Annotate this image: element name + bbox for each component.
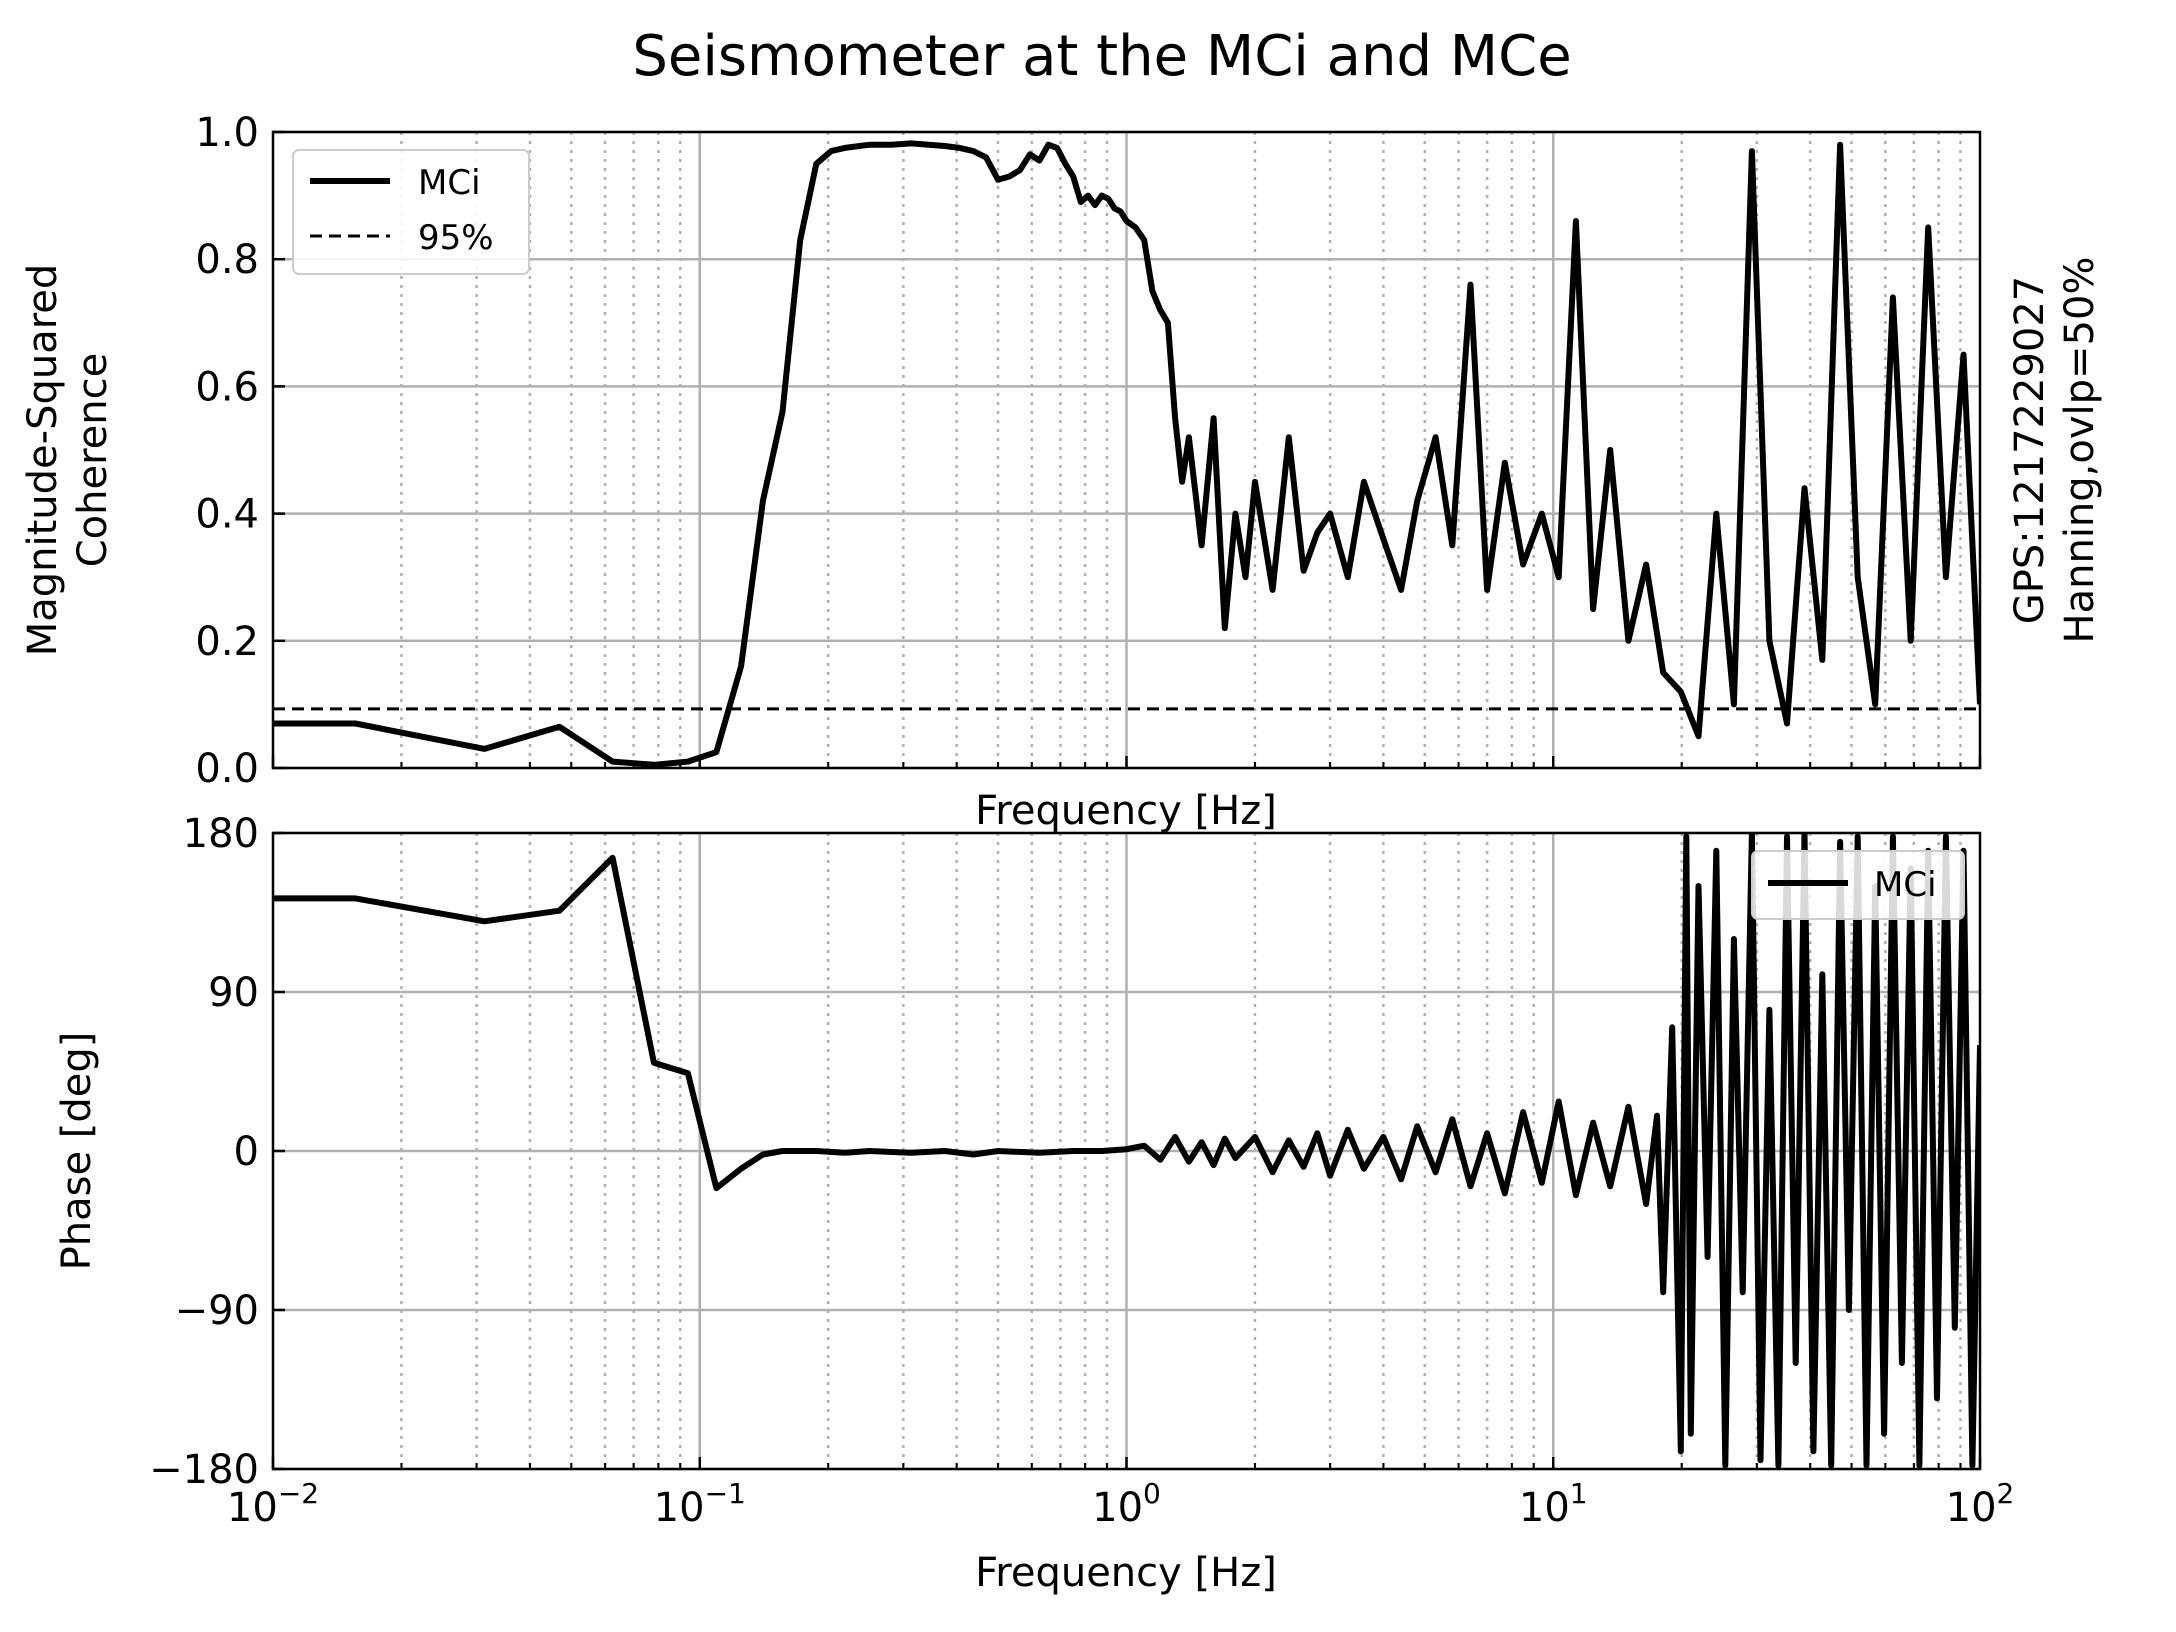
coherence-ytick-label: 0.8	[195, 237, 259, 283]
phase-xtick-label: 100	[1092, 1477, 1161, 1531]
phase-series-mci-line	[273, 833, 1980, 1469]
legend-label-mci: MCi	[418, 163, 481, 203]
phase-xtick-label: 101	[1519, 1477, 1588, 1531]
phase-ytick-label: −90	[175, 1288, 259, 1334]
phase-yticks: −180 −90 0 90 180	[149, 811, 1982, 1493]
phase-xtick-label: 10−1	[654, 1477, 746, 1531]
phase-series-group	[273, 833, 1980, 1469]
coherence-yticks: 0.0 0.2 0.4 0.6 0.8 1.0	[195, 110, 1982, 792]
phase-ytick-label: 90	[208, 970, 259, 1016]
legend-label-95: 95%	[418, 218, 494, 258]
coherence-series-mci-line	[273, 140, 1980, 768]
gps-note: GPS:1217229027	[2007, 276, 2053, 624]
phase-xlabel: Frequency [Hz]	[975, 1550, 1277, 1596]
phase-legend: MCi	[1751, 850, 1965, 920]
phase-xticks: 10−2 10−1 100 101 102	[227, 1477, 2014, 1531]
phase-ylabel: Phase [deg]	[54, 1032, 100, 1271]
coherence-panel: 0.0 0.2 0.4 0.6 0.8 1.0 Frequency [Hz] Magnit…	[20, 110, 1982, 834]
coherence-ytick-label: 0.2	[195, 619, 259, 665]
legend-label-mci-phase: MCi	[1874, 865, 1937, 905]
coherence-ytick-label: 0.4	[195, 492, 259, 538]
coherence-series-group	[273, 140, 1980, 768]
coherence-legend: MCi 95%	[292, 149, 530, 275]
phase-panel: −180 −90 0 90 180 10−2 10−1 100 101 102 Frequenc…	[54, 811, 2014, 1596]
coherence-ylabel-line2: Coherence	[70, 353, 116, 568]
phase-ytick-label: −180	[149, 1447, 259, 1493]
coherence-ytick-label: 0.6	[195, 364, 259, 410]
window-note: Hanning,ovlp=50%	[2057, 257, 2103, 644]
coherence-ylabel-line1: Magnitude-Squared	[20, 264, 66, 657]
coherence-ytick-label: 0.0	[195, 746, 259, 792]
phase-xtick-label: 10−2	[227, 1477, 319, 1531]
phase-ytick-label: 0	[234, 1129, 259, 1175]
phase-ytick-label: 180	[183, 811, 259, 857]
phase-xtick-label: 102	[1946, 1477, 2015, 1531]
coherence-xlabel: Frequency [Hz]	[975, 788, 1277, 834]
coherence-ytick-label: 1.0	[195, 110, 259, 156]
figure-title: Seismometer at the MCi and MCe	[632, 24, 1571, 89]
